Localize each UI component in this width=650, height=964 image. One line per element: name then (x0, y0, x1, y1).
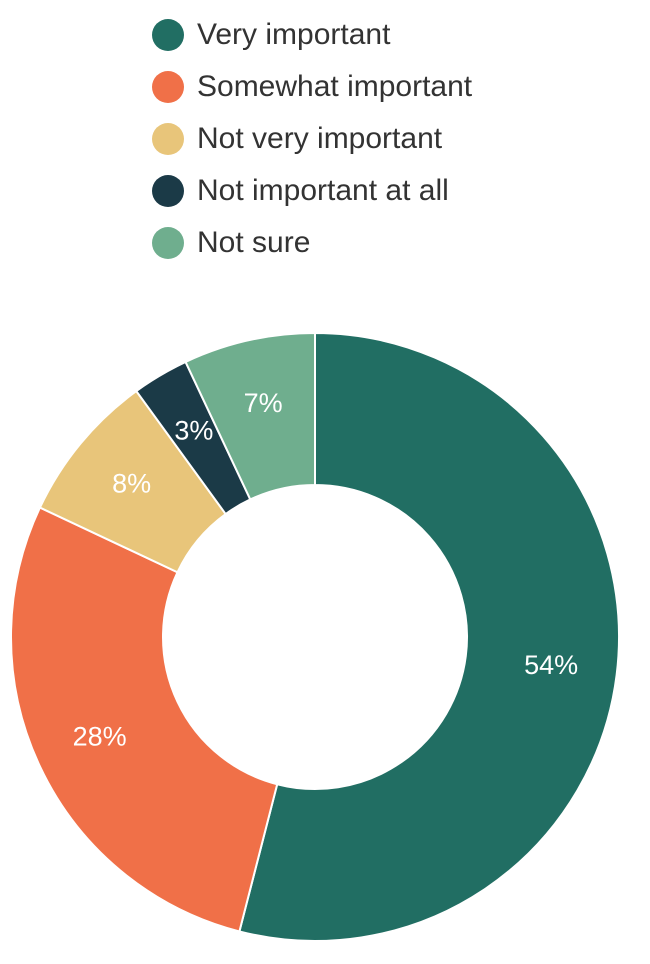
slice-label: 54% (524, 650, 578, 680)
legend-swatch (152, 227, 184, 259)
slice-label: 28% (73, 721, 127, 751)
donut-slice (184, 331, 316, 501)
legend-swatch (152, 175, 184, 207)
legend-label: Somewhat important (197, 70, 473, 103)
legend-swatch (152, 71, 184, 103)
legend-label: Not sure (197, 226, 310, 259)
legend-label: Not very important (197, 122, 443, 155)
slice-label: 8% (112, 468, 151, 498)
legend-swatch (152, 123, 184, 155)
slice-label: 3% (174, 415, 213, 445)
donut-slice (238, 331, 620, 942)
legend-swatch (152, 19, 184, 51)
legend-label: Not important at all (197, 174, 449, 207)
legend-label: Very important (197, 18, 391, 51)
donut-slice (10, 506, 279, 933)
slice-label: 7% (244, 388, 283, 418)
